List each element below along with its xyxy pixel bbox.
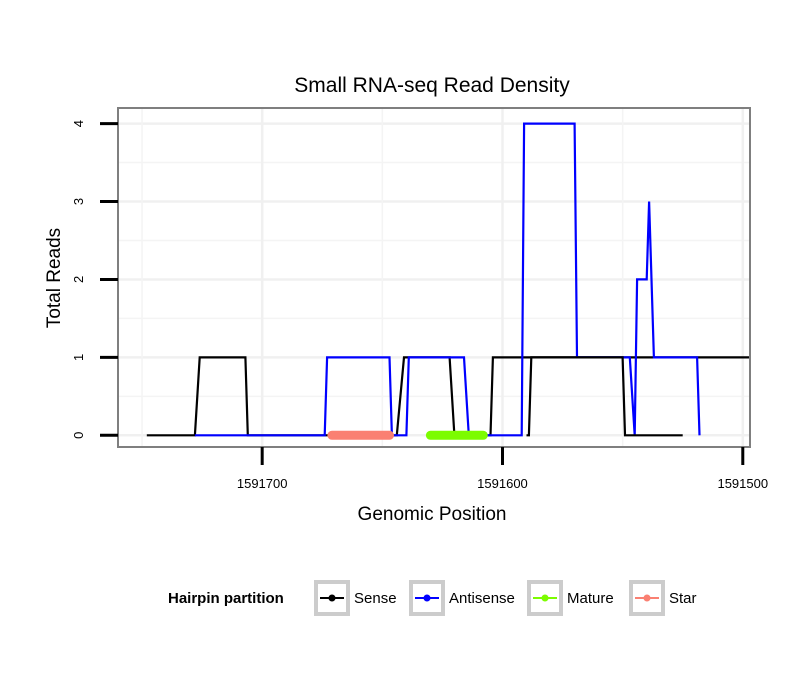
y-tick-label: 4 (71, 120, 86, 127)
y-axis-title: Total Reads (44, 228, 65, 328)
legend-label: Star (669, 590, 697, 607)
x-tick-label: 1591500 (717, 476, 768, 491)
legend-label: Sense (354, 590, 397, 607)
y-tick-label: 3 (71, 198, 86, 205)
x-axis-title: Genomic Position (358, 504, 507, 525)
y-tick-label: 2 (71, 276, 86, 283)
legend-title: Hairpin partition (168, 590, 284, 607)
chart-title: Small RNA-seq Read Density (294, 74, 570, 97)
legend-item-antisense: Antisense (409, 580, 515, 616)
legend-item-sense: Sense (314, 580, 397, 616)
series-line-sense-tail (526, 356, 683, 437)
legend-key-dot (328, 594, 336, 602)
x-tick-label: 1591600 (477, 476, 528, 491)
legend-key-dot (541, 594, 549, 602)
series-line-sense (146, 356, 750, 437)
legend-key-dot (423, 594, 431, 602)
legend: Hairpin partition Sense Antisense Mature Sta… (168, 580, 697, 616)
y-tick-label: 1 (71, 354, 86, 361)
legend-item-mature: Mature (527, 580, 614, 616)
legend-key-dot (643, 594, 651, 602)
legend-label: Antisense (449, 590, 515, 607)
grid-lines (118, 108, 750, 447)
x-tick-label: 1591700 (237, 476, 288, 491)
legend-item-star: Star (629, 580, 697, 616)
series-line-antisense (194, 122, 701, 437)
axes: 0 1 2 3 4 1591700 1591600 1591500 (71, 120, 768, 491)
series-layer (146, 122, 750, 440)
legend-label: Mature (567, 590, 614, 607)
y-tick-label: 0 (71, 432, 86, 439)
panel-border (117, 107, 751, 448)
